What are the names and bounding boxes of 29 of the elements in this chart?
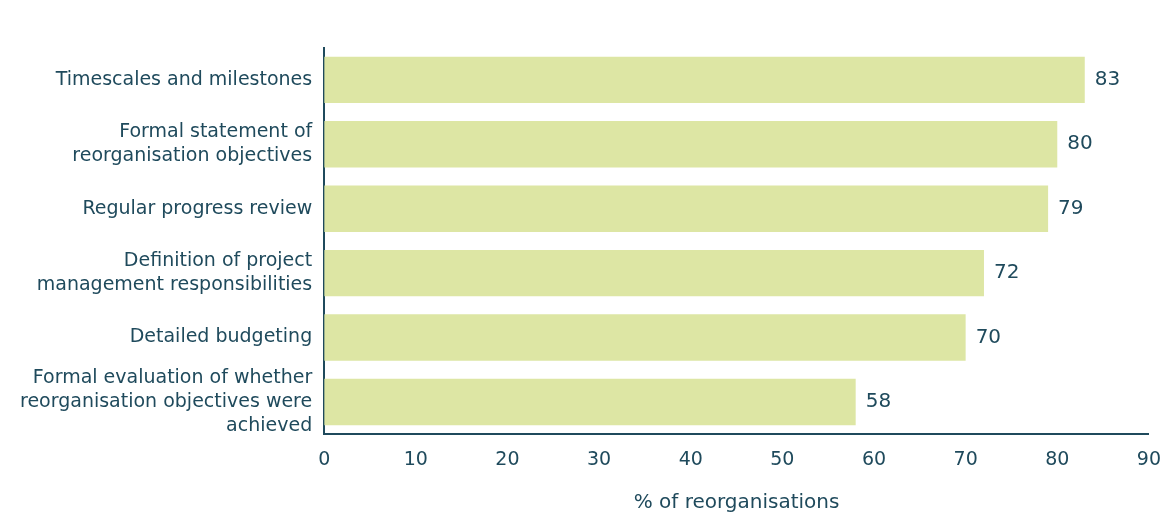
x-tick-label: 80 (1045, 446, 1070, 469)
x-tick-label: 40 (678, 446, 703, 469)
x-tick-label: 50 (770, 446, 795, 469)
bar (324, 121, 1058, 168)
x-tick-label: 90 (1136, 446, 1162, 469)
x-tick-label: 0 (318, 446, 331, 469)
data-label: 58 (865, 388, 892, 413)
x-tick-label: 60 (861, 446, 887, 469)
bar (324, 314, 966, 361)
y-tick-label: Timescales and milestones (54, 66, 313, 89)
data-label: 72 (993, 259, 1020, 284)
x-tick-label: 20 (495, 446, 520, 469)
data-label: 79 (1058, 194, 1084, 219)
bar (324, 185, 1049, 232)
data-label: 80 (1067, 130, 1093, 155)
y-tick-label: Regular progress review (82, 195, 313, 218)
y-tick-label: Definition of project management responsibilities (36, 248, 313, 294)
data-label: 83 (1094, 66, 1121, 91)
data-label: 70 (975, 323, 1002, 348)
bar (324, 249, 984, 297)
y-tick-label: Detailed budgeting (129, 324, 313, 347)
y-tick-label: Formal evaluation of whether reorganisation objectives were achieved (20, 365, 313, 435)
y-tick-label: Formal statement of reorganisation objectives (72, 119, 314, 166)
x-axis-title: % of reorganisations (633, 489, 840, 514)
bar (324, 378, 856, 426)
bar (324, 56, 1085, 104)
x-tick-label: 70 (953, 446, 978, 469)
x-tick-label: 30 (587, 446, 612, 469)
x-tick-label: 10 (403, 446, 428, 469)
